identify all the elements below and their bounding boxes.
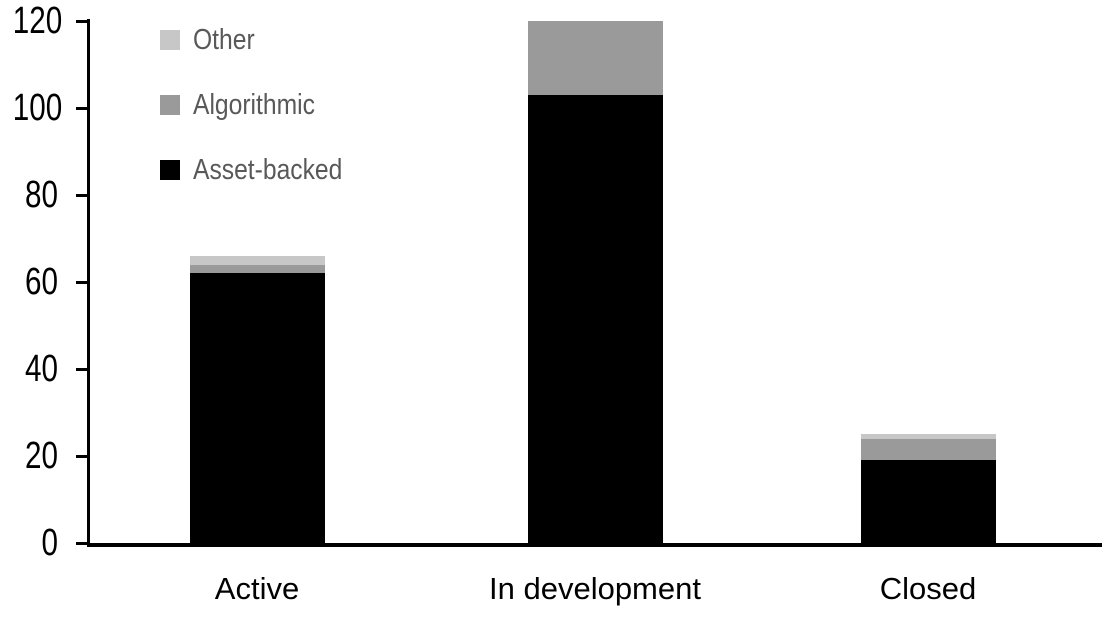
y-axis-tick <box>76 106 89 110</box>
bar-segment-asset-backed <box>860 460 996 543</box>
bar-segment-asset-backed <box>189 273 325 543</box>
y-axis-tick-label: 0 <box>41 522 58 564</box>
bar-segment-algorithmic <box>189 264 325 274</box>
y-axis-tick <box>76 193 89 197</box>
bar-segment-other <box>860 434 996 439</box>
bar-in-development <box>527 21 663 543</box>
legend-item-other: Other <box>160 25 369 54</box>
y-axis-tick <box>76 280 89 284</box>
legend-swatch-icon <box>160 160 180 180</box>
x-axis-label-in-development: In development <box>489 571 701 606</box>
legend-label: Other <box>193 23 255 56</box>
y-axis-tick-label: 100 <box>12 87 63 129</box>
bar-segment-algorithmic <box>527 21 663 95</box>
bar-active <box>189 255 325 543</box>
legend-item-algorithmic: Algorithmic <box>160 90 369 119</box>
y-axis-line <box>87 19 90 547</box>
y-axis-tick-label: 80 <box>25 174 58 216</box>
x-axis-line <box>87 543 1102 547</box>
y-axis-tick-label: 120 <box>12 0 63 42</box>
y-axis-tick <box>76 541 89 545</box>
bar-segment-other <box>189 255 325 265</box>
bar-segment-algorithmic <box>860 438 996 461</box>
x-axis-label-closed: Closed <box>879 571 977 606</box>
y-axis-tick-label: 20 <box>25 435 58 477</box>
y-axis-tick <box>76 454 89 458</box>
legend-label: Algorithmic <box>193 88 315 121</box>
legend-label: Asset-backed <box>193 153 343 186</box>
legend-item-asset-backed: Asset-backed <box>160 155 369 184</box>
legend-swatch-icon <box>160 30 180 50</box>
bar-segment-asset-backed <box>527 94 663 543</box>
y-axis-tick-label: 40 <box>25 348 58 390</box>
bar-closed <box>860 434 996 543</box>
y-axis-tick-label: 60 <box>25 261 58 303</box>
x-axis-label-active: Active <box>214 571 300 606</box>
legend-swatch-icon <box>160 95 180 115</box>
y-axis-tick <box>76 19 89 23</box>
legend: Other Algorithmic Asset-backed <box>160 25 369 225</box>
y-axis-tick <box>76 367 89 371</box>
